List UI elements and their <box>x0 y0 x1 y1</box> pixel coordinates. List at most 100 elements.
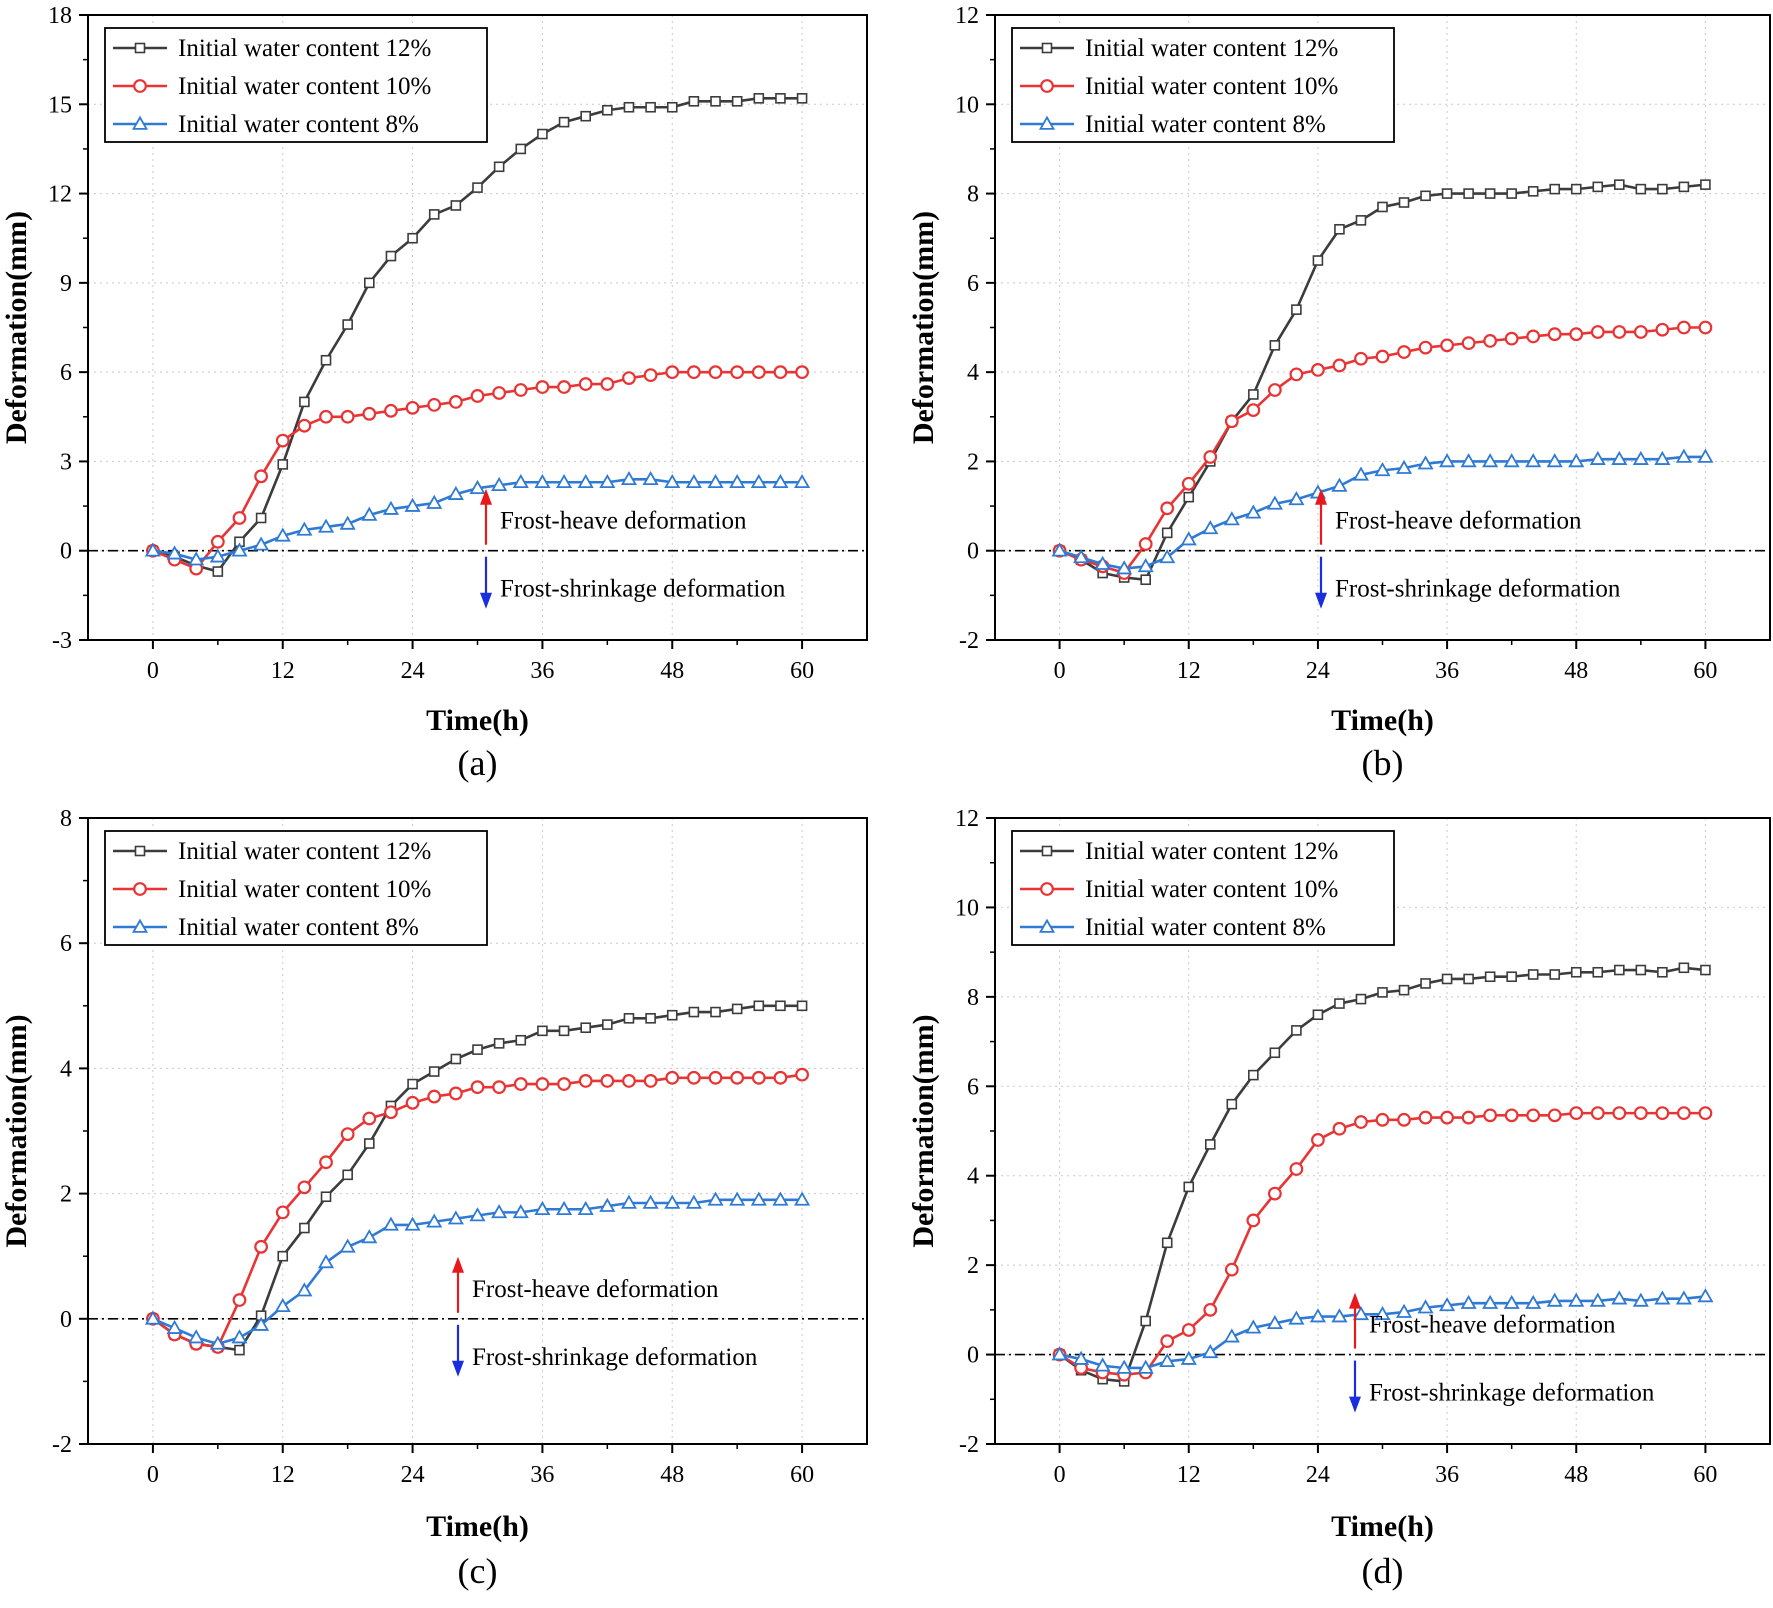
data-point <box>1269 1047 1281 1059</box>
data-point <box>450 1053 462 1065</box>
data-point <box>470 389 485 403</box>
frost-shrinkage-arrow-head <box>1349 1396 1361 1413</box>
frost-heave-arrow-head <box>1349 1292 1361 1309</box>
data-point <box>1570 183 1582 195</box>
data-point <box>729 1191 746 1206</box>
data-point <box>796 93 808 104</box>
data-point <box>448 395 463 409</box>
frost-heave-label: Frost-heave deformation <box>472 1276 719 1303</box>
data-point <box>1161 527 1173 539</box>
data-point <box>1312 1009 1324 1021</box>
data-point <box>1632 450 1649 465</box>
data-point <box>469 1207 486 1222</box>
y-tick-label: -2 <box>959 1432 979 1458</box>
data-point <box>1355 993 1367 1005</box>
data-point <box>602 104 613 116</box>
y-tick-label: 0 <box>967 1343 979 1369</box>
data-point <box>362 406 377 421</box>
data-point <box>796 1000 808 1012</box>
data-point <box>1460 1294 1477 1309</box>
legend: Initial water content 12% Initial water c… <box>104 830 488 946</box>
data-point <box>1549 183 1561 195</box>
data-point <box>1312 255 1324 266</box>
data-point <box>599 473 616 489</box>
data-point <box>1374 1306 1391 1321</box>
data-point <box>384 1105 398 1120</box>
data-point <box>1159 549 1176 564</box>
data-point <box>491 1204 508 1219</box>
series-3 <box>144 470 811 566</box>
data-point <box>666 1009 678 1021</box>
data-point <box>166 1319 183 1334</box>
frost-heave-label: Frost-heave deformation <box>1335 508 1582 535</box>
data-point <box>234 1344 245 1356</box>
data-point <box>534 473 551 489</box>
data-point <box>296 1282 313 1297</box>
data-point <box>166 545 183 560</box>
data-point <box>275 433 290 448</box>
data-point <box>1700 179 1711 190</box>
legend-marker <box>1041 845 1053 857</box>
data-point <box>513 383 528 397</box>
data-point <box>1570 966 1582 978</box>
legend-entry-label: Initial water content 12% <box>1085 35 1338 62</box>
legend-marker <box>134 845 146 857</box>
data-point <box>1202 1344 1219 1359</box>
data-point <box>427 1089 442 1104</box>
data-point <box>1483 1108 1498 1123</box>
data-point <box>1460 453 1477 468</box>
data-point <box>556 1200 573 1216</box>
data-point <box>319 409 333 424</box>
data-point <box>1051 1346 1068 1361</box>
data-point <box>750 1191 767 1206</box>
data-point <box>472 1044 483 1055</box>
data-point <box>1180 531 1197 546</box>
data-point <box>382 500 399 515</box>
y-tick-label: 4 <box>967 1164 979 1190</box>
data-point <box>622 1074 636 1088</box>
data-point <box>645 1013 656 1024</box>
data-point <box>1697 448 1714 463</box>
data-point <box>773 1070 788 1085</box>
data-point <box>1332 358 1347 373</box>
data-point <box>1417 1299 1434 1314</box>
x-tick-label: 60 <box>1693 658 1717 684</box>
legend-entry-label: Initial water content 8% <box>1085 914 1326 941</box>
data-point <box>750 473 767 489</box>
data-point <box>470 1080 485 1095</box>
data-point <box>731 96 743 107</box>
data-point <box>1525 453 1542 468</box>
data-point <box>1589 450 1606 465</box>
data-point <box>493 161 505 173</box>
legend: Initial water content 12% Initial water c… <box>1011 830 1395 946</box>
x-tick-label: 24 <box>401 1462 425 1488</box>
data-point <box>188 551 205 566</box>
y-axis-label: Deformation(mm) <box>907 1014 940 1247</box>
series-3 <box>1051 1288 1714 1374</box>
data-point <box>275 1205 290 1220</box>
data-point <box>686 1070 701 1085</box>
frost-heave-label: Frost-heave deformation <box>500 508 747 535</box>
data-point <box>1246 1213 1261 1228</box>
data-point <box>620 470 638 486</box>
data-point <box>1635 964 1647 976</box>
data-point <box>1440 338 1454 353</box>
data-point <box>188 1329 205 1344</box>
data-point <box>623 101 635 113</box>
data-point <box>342 1169 353 1181</box>
series-2 <box>1052 320 1713 580</box>
legend-marker <box>1038 115 1056 130</box>
data-point <box>1291 304 1302 315</box>
data-point <box>450 200 462 211</box>
y-tick-label: -3 <box>52 628 72 654</box>
y-tick-label: 2 <box>967 1253 979 1279</box>
legend-entry-label: Initial water content 12% <box>1085 838 1338 865</box>
data-point <box>580 1022 591 1034</box>
data-point <box>666 101 678 113</box>
data-point <box>772 473 789 489</box>
x-tick-label: 24 <box>401 658 425 684</box>
x-tick-label: 0 <box>1054 1462 1066 1488</box>
data-point <box>1483 333 1498 348</box>
data-point <box>1073 1350 1090 1365</box>
data-point <box>1547 327 1562 342</box>
